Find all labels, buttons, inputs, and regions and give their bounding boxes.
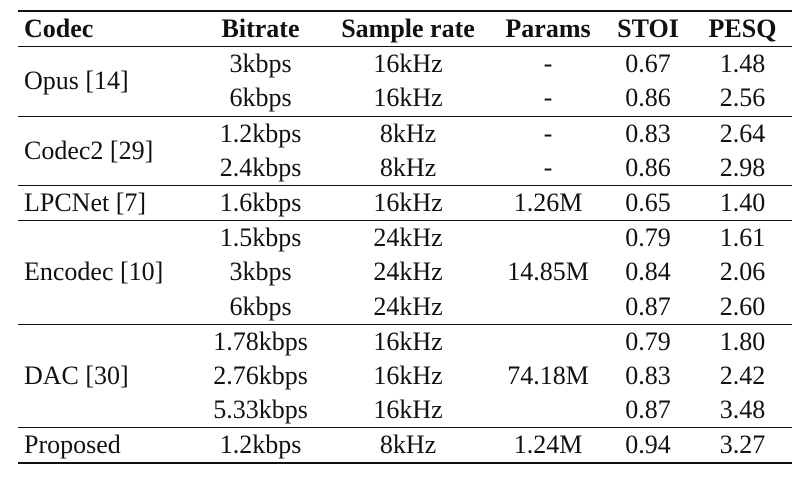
codec-name-cell: Proposed [18,427,198,465]
table-row: 5.33kbps 16kHz 0.87 3.48 [18,393,792,428]
sample-rate-cell: 16kHz [373,360,443,390]
bitrate-cell: 2.76kbps [213,360,308,390]
table-row: 2.76kbps 16kHz 0.83 2.42 [18,359,792,393]
sample-rate-cell: 8kHz [379,152,437,182]
codec-name-cell: LPCNet [7] [18,184,198,221]
bitrate-cell: 2.4kbps [219,152,302,182]
pesq-cell: 1.40 [693,184,792,221]
sample-rate-cell: 24kHz [373,257,443,287]
stoi-cell: 0.86 [625,83,671,113]
table-row: 6kbps 16kHz - 0.86 2.56 [18,81,792,116]
header-stoi: STOI [603,10,693,48]
stoi-cell: 0.83 [603,115,693,151]
sample-rate-cell: 8kHz [323,115,493,151]
header-sample-rate: Sample rate [323,10,493,48]
sample-rate-cell: 24kHz [373,291,443,321]
params-cell: - [493,46,603,82]
params-cell: 1.26M [493,184,603,221]
stoi-cell: 0.65 [603,184,693,221]
codec-name-cell: Codec2 [29] [18,115,198,186]
bitrate-cell: 1.6kbps [198,184,323,221]
sample-rate-cell: 16kHz [373,83,443,113]
sample-rate-cell: 16kHz [323,323,493,359]
params-cell: - [543,152,553,182]
header-codec: Codec [18,10,198,48]
table-row: 2.4kbps 8kHz - 0.86 2.98 [18,151,792,186]
bitrate-cell: 1.5kbps [198,220,323,256]
pesq-cell: 2.42 [719,360,766,390]
sample-rate-cell: 16kHz [323,46,493,82]
codec-group: Opus [14] 3kbps 16kHz -0.67 1.48 6kbps 16kHz -0… [18,46,792,117]
pesq-cell: 1.48 [693,46,792,82]
stoi-cell: 0.79 [603,323,693,359]
codec-name-cell: Opus [14] [18,46,198,117]
table-row: 3kbps 24kHz 0.84 2.06 [18,255,792,289]
header-pesq: PESQ [693,10,792,48]
header-params: Params [493,10,603,48]
pesq-cell: 2.06 [719,257,766,287]
pesq-cell: 3.27 [693,427,792,465]
stoi-cell: 0.84 [625,257,671,287]
bitrate-cell: 1.2kbps [198,427,323,465]
codec-group: LPCNet [7] 1.6kbps 16kHz 1.26M 0.65 1.40 [18,184,792,221]
pesq-cell: 1.61 [693,220,792,256]
params-cell: 14.85M [493,220,603,325]
bitrate-cell: 6kbps [229,291,292,321]
pesq-cell: 2.60 [719,291,766,321]
bitrate-cell: 1.78kbps [198,323,323,359]
codec-group: Encodec [10] 1.5kbps 24kHz 14.85M 0.79 1.61 3k… [18,220,792,325]
pesq-cell: 2.56 [719,83,766,113]
codec-group: Codec2 [29] 1.2kbps 8kHz -0.83 2.64 2.4kbps 8k… [18,115,792,186]
bitrate-cell: 1.2kbps [198,115,323,151]
sample-rate-cell: 16kHz [373,395,443,425]
results-table: Codec Bitrate Sample rate Params STOI PE… [18,10,792,465]
bitrate-cell: 3kbps [229,257,292,287]
params-cell: 1.24M [493,427,603,465]
stoi-cell: 0.67 [603,46,693,82]
params-cell: - [543,83,553,113]
codec-name-cell: DAC [30] [18,323,198,428]
codec-name-cell: Encodec [10] [18,220,198,325]
stoi-cell: 0.87 [625,291,671,321]
codec-group: DAC [30] 1.78kbps 16kHz 74.18M 0.79 1.80 2.76k… [18,323,792,428]
bitrate-cell: 5.33kbps [213,395,308,425]
sample-rate-cell: 24kHz [323,220,493,256]
table-header: Codec Bitrate Sample rate Params STOI PE… [18,10,792,48]
header-bitrate: Bitrate [198,10,323,48]
stoi-cell: 0.86 [625,152,671,182]
pesq-cell: 1.80 [693,323,792,359]
params-cell: - [493,115,603,151]
header-row: Codec Bitrate Sample rate Params STOI PE… [18,10,792,48]
table-row: Opus [14] 3kbps 16kHz -0.67 1.48 [18,46,792,117]
stoi-cell: 0.87 [625,395,671,425]
table-row: Encodec [10] 1.5kbps 24kHz 14.85M 0.79 1.61 [18,220,792,325]
bitrate-cell: 3kbps [198,46,323,82]
table-row: Codec2 [29] 1.2kbps 8kHz -0.83 2.64 [18,115,792,186]
table-row: Proposed 1.2kbps 8kHz 1.24M 0.94 3.27 [18,427,792,465]
codec-group: Proposed 1.2kbps 8kHz 1.24M 0.94 3.27 [18,427,792,465]
table-row: 6kbps 24kHz 0.87 2.60 [18,290,792,325]
stoi-cell: 0.79 [603,220,693,256]
sample-rate-cell: 16kHz [323,184,493,221]
table-row: LPCNet [7] 1.6kbps 16kHz 1.26M 0.65 1.40 [18,184,792,221]
pesq-cell: 2.64 [693,115,792,151]
stoi-cell: 0.94 [603,427,693,465]
params-cell: 74.18M [493,323,603,428]
pesq-cell: 2.98 [719,152,766,182]
stoi-cell: 0.83 [625,360,671,390]
table-row: DAC [30] 1.78kbps 16kHz 74.18M 0.79 1.80 [18,323,792,428]
bitrate-cell: 6kbps [229,83,292,113]
pesq-cell: 3.48 [719,395,766,425]
sample-rate-cell: 8kHz [323,427,493,465]
